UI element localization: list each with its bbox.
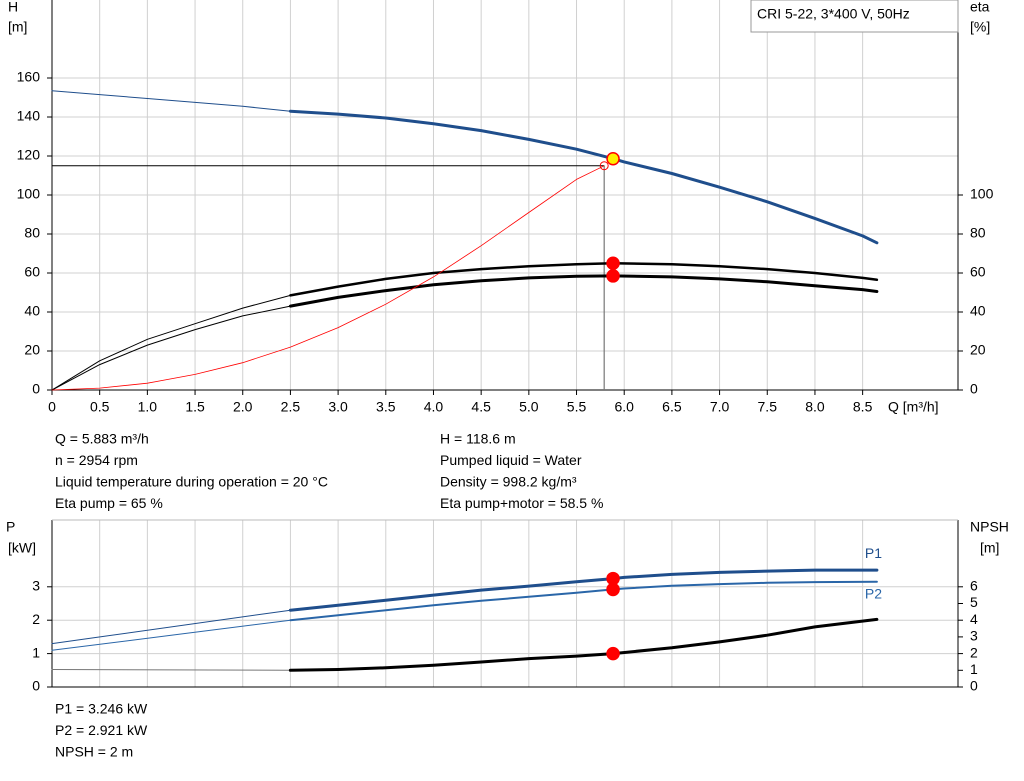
curve (289, 262, 879, 297)
curve (51, 165, 605, 391)
x-tick-label: 4.0 (424, 399, 444, 415)
curve-end-marker (599, 161, 609, 171)
point-marker (606, 582, 620, 597)
x-tick-label: 1.0 (138, 399, 158, 415)
curve (288, 568, 879, 612)
y2-tick-label: 4 (970, 611, 978, 627)
x-tick-label: 0.5 (90, 399, 110, 415)
y-tick-label: 40 (24, 303, 40, 319)
y2-tick-label: 2 (970, 644, 978, 660)
curve (288, 109, 879, 245)
curve (51, 619, 291, 651)
x-axis-label: Q [m³/h] (888, 399, 939, 415)
curve-label: P1 (865, 545, 882, 561)
curve (51, 90, 291, 112)
y2-tick-label: 1 (970, 661, 978, 677)
y-tick-label: 20 (24, 342, 40, 358)
y2-tick-label: 0 (970, 381, 978, 397)
y2-tick-label: 20 (970, 342, 986, 358)
y2-tick-label: 40 (970, 303, 986, 319)
x-tick-label: 8.0 (805, 399, 825, 415)
info-text: Liquid temperature during operation = 20… (55, 474, 328, 490)
y2-tick-label: 3 (970, 628, 978, 644)
y-tick-label: 0 (32, 678, 40, 694)
info-text: Density = 998.2 kg/m³ (440, 474, 577, 490)
chart-title: CRI 5-22, 3*400 V, 50Hz (757, 6, 910, 22)
y2-axis-label: NPSH (970, 519, 1009, 535)
y-tick-label: 2 (32, 611, 40, 627)
x-tick-label: 7.0 (710, 399, 730, 415)
y-axis-label: H (8, 0, 18, 15)
x-tick-label: 2.5 (281, 399, 301, 415)
x-tick-label: 4.5 (471, 399, 491, 415)
x-tick-label: 8.5 (853, 399, 873, 415)
curve (51, 609, 291, 645)
y-tick-label: 0 (32, 381, 40, 397)
y2-tick-label: 6 (970, 578, 978, 594)
x-tick-label: 3.0 (328, 399, 348, 415)
y-tick-label: 1 (32, 644, 40, 660)
info-text: n = 2954 rpm (55, 452, 138, 468)
y-tick-label: 140 (17, 108, 41, 124)
curve (51, 669, 291, 671)
x-tick-label: 0 (48, 399, 56, 415)
info-text: Q = 5.883 m³/h (55, 431, 149, 447)
x-tick-label: 2.0 (233, 399, 253, 415)
point-marker (606, 269, 620, 283)
y-tick-label: 100 (17, 186, 41, 202)
y2-tick-label: 5 (970, 594, 978, 610)
y2-tick-label: 100 (970, 186, 994, 202)
info-text: Eta pump+motor = 58.5 % (440, 495, 603, 511)
y-tick-label: 160 (17, 69, 41, 85)
point-marker (606, 151, 620, 166)
y-axis-label: [m] (8, 19, 27, 35)
info-text: P2 = 2.921 kW (55, 722, 148, 738)
curve (289, 580, 878, 622)
info-text: P1 = 3.246 kW (55, 701, 148, 717)
x-tick-label: 5.0 (519, 399, 539, 415)
point-marker (606, 646, 620, 661)
y-tick-label: 80 (24, 225, 40, 241)
info-text: Pumped liquid = Water (440, 452, 582, 468)
x-tick-label: 1.5 (185, 399, 205, 415)
x-tick-label: 6.0 (614, 399, 634, 415)
curve (288, 274, 879, 308)
curve (51, 305, 291, 391)
y-axis-label: [kW] (8, 540, 36, 556)
x-tick-label: 7.5 (758, 399, 778, 415)
y2-axis-label: [%] (970, 19, 990, 35)
y-tick-label: 120 (17, 147, 41, 163)
title-box (750, 0, 959, 33)
y2-axis-label: [m] (980, 540, 999, 556)
info-text: H = 118.6 m (440, 431, 516, 447)
y2-tick-label: 80 (970, 225, 986, 241)
info-text: Eta pump = 65 % (55, 495, 163, 511)
point-marker (606, 256, 620, 270)
curve-label: P2 (865, 585, 882, 601)
y2-tick-label: 0 (970, 678, 978, 694)
x-tick-label: 5.5 (567, 399, 587, 415)
y2-axis-label: eta (970, 0, 990, 15)
curve (51, 294, 291, 391)
y2-tick-label: 60 (970, 264, 986, 280)
curve (288, 617, 879, 672)
y-tick-label: 3 (32, 578, 40, 594)
x-tick-label: 6.5 (662, 399, 682, 415)
y-tick-label: 60 (24, 264, 40, 280)
y-axis-label: P (6, 519, 15, 535)
x-tick-label: 3.5 (376, 399, 396, 415)
info-text: NPSH = 2 m (55, 744, 133, 760)
